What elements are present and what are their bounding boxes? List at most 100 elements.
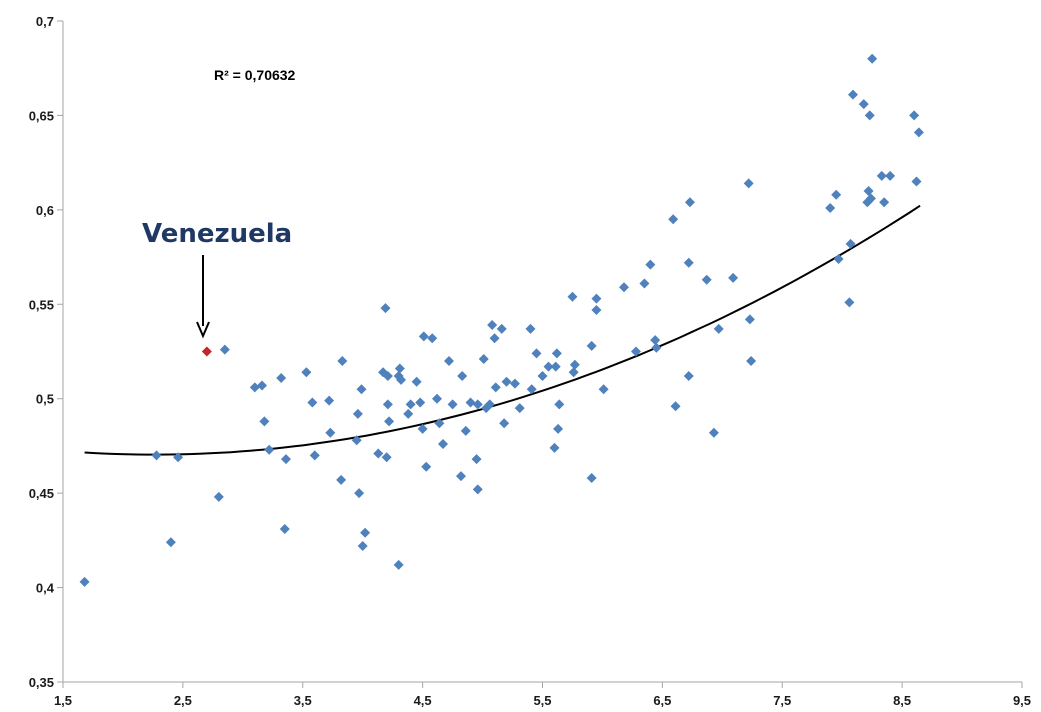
data-point [490, 382, 501, 393]
data-point [360, 527, 371, 538]
data-point [549, 442, 560, 453]
data-point [619, 282, 630, 293]
data-point [499, 418, 510, 429]
data-point [650, 335, 661, 346]
data-point [525, 323, 536, 334]
x-tick-label: 5,5 [533, 693, 551, 708]
data-point [165, 537, 176, 548]
data-point [598, 384, 609, 395]
x-tick-label: 6,5 [653, 693, 671, 708]
data-point [79, 576, 90, 587]
data-point [259, 416, 270, 427]
data-point [460, 425, 471, 436]
highlight-label: Venezuela [142, 219, 292, 249]
data-point [393, 559, 404, 570]
data-point [651, 342, 662, 353]
x-tick-label: 2,5 [174, 693, 192, 708]
data-point [631, 346, 642, 357]
data-point [478, 354, 489, 365]
data-point [913, 127, 924, 138]
data-point [443, 355, 454, 366]
data-point [909, 110, 920, 121]
data-point [684, 197, 695, 208]
data-point [301, 367, 312, 378]
data-point [743, 178, 754, 189]
x-tick-label: 9,5 [1013, 693, 1031, 708]
data-point [337, 355, 348, 366]
highlight-point [201, 346, 212, 357]
data-point [352, 408, 363, 419]
y-tick-label: 0,4 [36, 581, 55, 596]
data-point [639, 278, 650, 289]
data-point [418, 331, 429, 342]
data-point [415, 397, 426, 408]
data-point [509, 378, 520, 389]
data-point [213, 491, 224, 502]
data-point [405, 399, 416, 410]
data-point [701, 274, 712, 285]
data-point [336, 474, 347, 485]
y-tick-label: 0,6 [36, 203, 54, 218]
x-tick-label: 7,5 [773, 693, 791, 708]
data-point [911, 176, 922, 187]
data-point [876, 170, 887, 181]
data-point [432, 393, 443, 404]
data-point [683, 371, 694, 382]
data-point [384, 416, 395, 427]
data-point [670, 401, 681, 412]
data-point [382, 371, 393, 382]
data-point [825, 202, 836, 213]
data-point [471, 454, 482, 465]
data-point [847, 89, 858, 100]
data-point [569, 359, 580, 370]
data-point [396, 374, 407, 385]
data-point [351, 435, 362, 446]
data-point [501, 376, 512, 387]
data-point [746, 355, 757, 366]
data-point [858, 99, 869, 110]
r-squared-label: R² = 0,70632 [214, 67, 296, 83]
data-point [381, 452, 392, 463]
data-point [867, 53, 878, 64]
annotations: R² = 0,70632 Venezuela [142, 67, 296, 339]
data-point [325, 427, 336, 438]
data-point [447, 399, 458, 410]
data-point [438, 439, 449, 450]
data-point [472, 399, 483, 410]
data-point [885, 170, 896, 181]
data-point [487, 320, 498, 331]
data-points [79, 53, 924, 587]
data-point [844, 297, 855, 308]
data-point [591, 304, 602, 315]
trend-curve [84, 204, 921, 456]
data-point [713, 323, 724, 334]
data-point [417, 423, 428, 434]
data-point [411, 376, 422, 387]
data-point [472, 484, 483, 495]
data-point [421, 461, 432, 472]
data-point [586, 340, 597, 351]
data-point [280, 454, 291, 465]
data-point [324, 395, 335, 406]
y-tick-label: 0,65 [29, 108, 54, 123]
data-point [879, 197, 890, 208]
data-point [484, 399, 495, 410]
data-point [279, 524, 290, 535]
data-point [465, 397, 476, 408]
data-point [307, 397, 318, 408]
data-point [543, 361, 554, 372]
data-point [845, 238, 856, 249]
data-point [457, 371, 468, 382]
data-point [357, 541, 368, 552]
data-point [382, 399, 393, 410]
y-tick-label: 0,55 [29, 297, 54, 312]
highlight-arrow-head [196, 321, 210, 339]
data-point [554, 399, 565, 410]
data-point [645, 259, 656, 270]
data-point [553, 423, 564, 434]
y-tick-label: 0,45 [29, 486, 54, 501]
data-point [249, 382, 260, 393]
data-point [356, 384, 367, 395]
y-tick-label: 0,7 [36, 14, 54, 29]
y-tick-label: 0,35 [29, 675, 54, 690]
